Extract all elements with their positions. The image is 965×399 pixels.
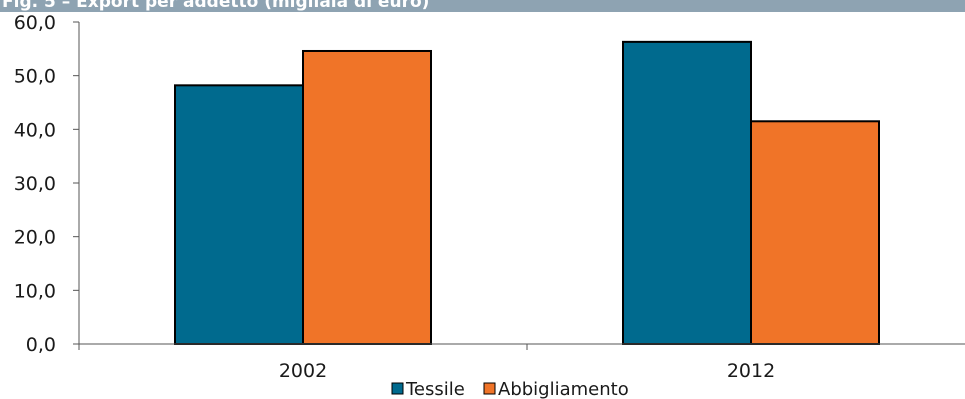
- bar-tessile-2012: [622, 40, 752, 346]
- x-axis-labels: 2002 2012: [279, 360, 775, 382]
- y-tick-label: 40,0: [14, 119, 56, 141]
- y-tick-label: 60,0: [14, 12, 56, 34]
- y-tick-label: 30,0: [14, 173, 56, 195]
- x-tick-label: 2012: [727, 360, 775, 382]
- y-tick-label: 20,0: [14, 227, 56, 249]
- legend-swatch-tessile: [391, 382, 404, 395]
- legend-swatch-abbigliamento: [483, 382, 496, 395]
- bar-tessile-2002: [174, 84, 304, 346]
- bar-group: [174, 40, 880, 346]
- legend-label-abbigliamento: Abbigliamento: [498, 379, 629, 399]
- x-tick-label: 2002: [279, 360, 327, 382]
- chart-title-bar: Fig. 5 – Export per addetto (migliaia di…: [0, 0, 965, 12]
- legend-label-tessile: Tessile: [405, 379, 465, 399]
- axes: [78, 22, 965, 350]
- y-tick-label: 50,0: [14, 66, 56, 88]
- legend: Tessile Abbigliamento: [391, 379, 629, 399]
- y-tick-label: 0,0: [26, 334, 56, 356]
- chart-title: Fig. 5 – Export per addetto (migliaia di…: [2, 0, 430, 12]
- y-tick-label: 10,0: [14, 280, 56, 302]
- bar-abbigliamento-2012: [750, 120, 880, 345]
- y-axis-ticks: 0,0 10,0 20,0 30,0 40,0 50,0 60,0: [14, 12, 79, 356]
- bar-abbigliamento-2002: [302, 49, 432, 345]
